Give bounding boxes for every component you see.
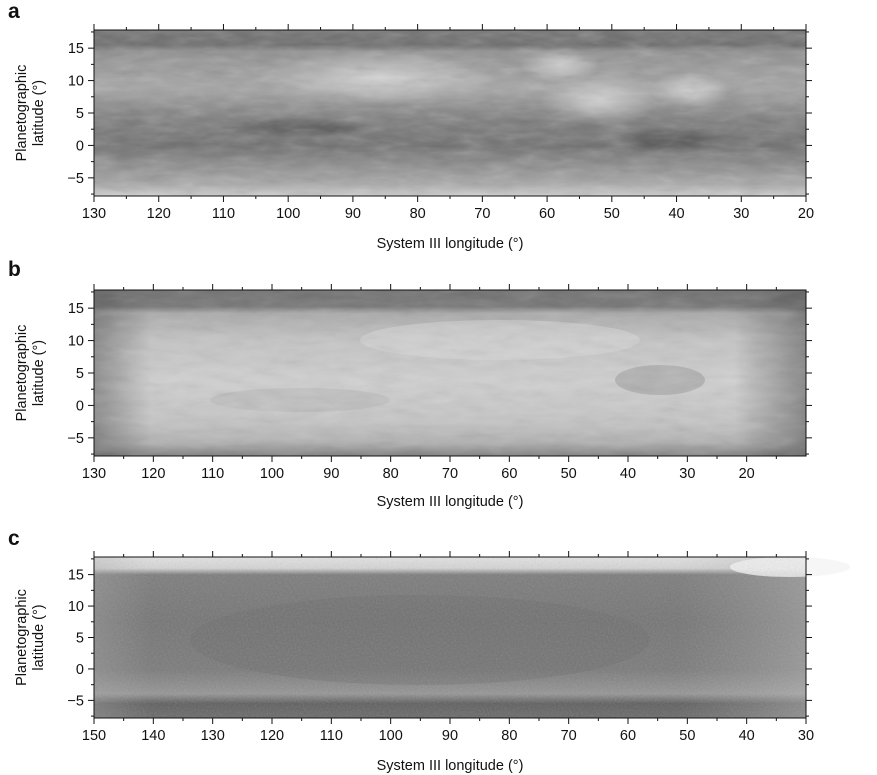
y-tick-label: 15 <box>68 41 84 57</box>
y-tick-label: −5 <box>67 693 84 709</box>
x-tick-label: 30 <box>733 206 749 222</box>
x-tick-label: 70 <box>561 728 577 744</box>
y-axis-label-line1: Planetographic <box>14 65 30 162</box>
x-tick-label: 110 <box>212 206 235 222</box>
x-tick-label: 80 <box>501 728 517 744</box>
x-tick-label: 130 <box>201 728 225 744</box>
x-tick-label: 50 <box>679 728 695 744</box>
planetary-map-image <box>94 290 806 456</box>
panel-a: a <box>8 0 806 196</box>
x-axis-label: System III longitude (°) <box>377 758 524 774</box>
x-tick-label: 90 <box>442 728 458 744</box>
y-tick-label: 15 <box>68 568 84 584</box>
panel-letter: c <box>8 527 20 550</box>
x-tick-label: 110 <box>201 466 224 482</box>
y-axis-label-line2: latitude (°) <box>31 604 47 670</box>
x-tick-label: 90 <box>345 206 361 222</box>
y-tick-label: 10 <box>68 334 84 350</box>
planetary-map-image <box>94 30 806 196</box>
y-tick-label: −5 <box>67 431 84 447</box>
x-tick-label: 50 <box>604 206 620 222</box>
y-tick-label: 10 <box>68 599 84 615</box>
axes-panel-a: 130 120 110 100 90 80 70 60 50 40 30 20151050−5Syst… <box>14 24 814 252</box>
axes-panel-c: 150 140 130 120 110 100 90 80 70 60 50 40 30151050−5… <box>14 551 814 774</box>
y-axis-label-line2: latitude (°) <box>31 80 47 146</box>
panel-c: c <box>8 527 850 718</box>
x-tick-label: 120 <box>141 466 165 482</box>
x-tick-label: 100 <box>260 466 284 482</box>
x-tick-label: 30 <box>679 466 695 482</box>
x-tick-label: 50 <box>561 466 577 482</box>
y-tick-label: 5 <box>76 631 84 647</box>
x-tick-label: 80 <box>410 206 426 222</box>
x-tick-label: 100 <box>276 206 300 222</box>
y-tick-label: 0 <box>76 662 84 678</box>
y-axis-label: Planetographiclatitude (°) <box>14 325 47 422</box>
y-tick-label: 0 <box>76 138 84 154</box>
x-tick-label: 80 <box>383 466 399 482</box>
x-tick-label: 140 <box>141 728 165 744</box>
y-tick-label: 0 <box>76 398 84 414</box>
panel-letter: a <box>8 0 20 23</box>
panel-b: b <box>8 258 806 456</box>
y-tick-label: 5 <box>76 106 84 122</box>
y-axis-label-line1: Planetographic <box>14 589 30 686</box>
x-tick-label: 70 <box>442 466 458 482</box>
y-axis-label-line1: Planetographic <box>14 325 30 422</box>
y-axis-label-line2: latitude (°) <box>31 340 47 406</box>
x-tick-label: 120 <box>147 206 171 222</box>
x-tick-label: 90 <box>323 466 339 482</box>
x-tick-label: 150 <box>82 728 106 744</box>
y-tick-label: 15 <box>68 301 84 317</box>
y-tick-label: −5 <box>67 171 84 187</box>
y-axis-label: Planetographiclatitude (°) <box>14 589 47 686</box>
x-tick-label: 60 <box>539 206 555 222</box>
y-tick-label: 10 <box>68 74 84 90</box>
x-tick-label: 60 <box>501 466 517 482</box>
x-tick-label: 20 <box>798 206 814 222</box>
x-axis-label: System III longitude (°) <box>377 494 524 510</box>
x-tick-label: 120 <box>260 728 284 744</box>
x-tick-label: 130 <box>82 466 106 482</box>
planetary-map-image <box>94 557 850 718</box>
x-tick-label: 30 <box>798 728 814 744</box>
x-tick-label: 70 <box>474 206 490 222</box>
x-tick-label: 130 <box>82 206 106 222</box>
x-tick-label: 40 <box>739 728 755 744</box>
y-tick-label: 5 <box>76 366 84 382</box>
y-axis-label: Planetographiclatitude (°) <box>14 65 47 162</box>
x-axis-label: System III longitude (°) <box>377 236 524 252</box>
x-tick-label: 20 <box>739 466 755 482</box>
x-tick-label: 40 <box>620 466 636 482</box>
x-tick-label: 60 <box>620 728 636 744</box>
axes-panel-b: 130 120 110 100 90 80 70 60 50 40 30 20151050−5Syst… <box>14 284 812 510</box>
panel-letter: b <box>8 258 21 281</box>
x-tick-label: 40 <box>668 206 684 222</box>
x-tick-label: 100 <box>379 728 403 744</box>
x-tick-label: 110 <box>320 728 343 744</box>
